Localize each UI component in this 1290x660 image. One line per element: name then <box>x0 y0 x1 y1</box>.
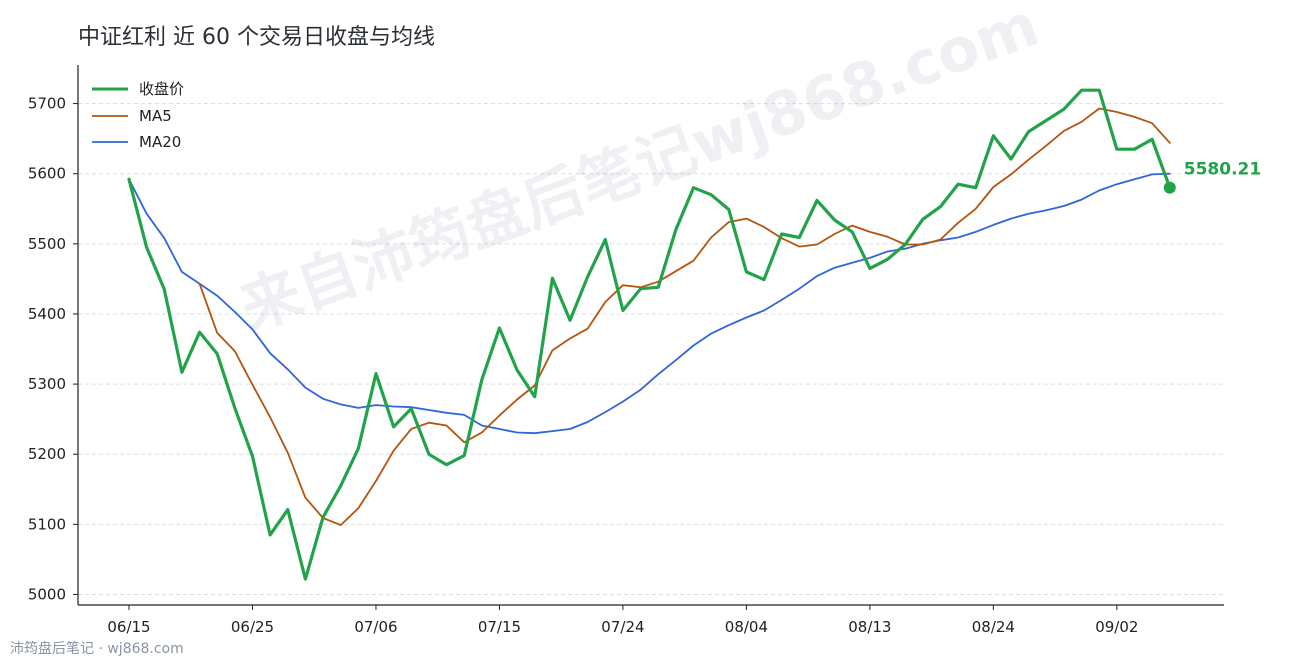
chart-title: 中证红利 近 60 个交易日收盘与均线 <box>78 25 435 50</box>
x-tick-label: 08/24 <box>972 618 1015 636</box>
y-tick-label: 5300 <box>28 375 66 393</box>
footer-credit: 沛筠盘后笔记 · wj868.com <box>10 640 184 657</box>
series-layer <box>127 88 1172 581</box>
legend: 收盘价 MA5 MA20 <box>92 80 184 151</box>
y-tick-label: 5700 <box>28 95 66 113</box>
x-tick-label: 08/13 <box>848 618 891 636</box>
legend-label-ma20: MA20 <box>139 133 181 151</box>
last-value-marker: 5580.21 <box>1163 160 1261 194</box>
y-tick-label: 5000 <box>28 585 66 603</box>
ma20-line <box>128 172 1171 435</box>
legend-label-ma5: MA5 <box>139 107 172 125</box>
last-close-dot <box>1163 181 1176 194</box>
x-tick-label: 08/04 <box>725 618 768 636</box>
y-tick-label: 5500 <box>28 235 66 253</box>
close-price-line <box>127 88 1172 581</box>
x-tick-label: 06/15 <box>107 618 150 636</box>
x-tick-label: 07/06 <box>354 618 397 636</box>
last-close-label: 5580.21 <box>1184 160 1261 180</box>
x-tick-label: 06/25 <box>231 618 274 636</box>
x-tick-label: 07/24 <box>601 618 644 636</box>
legend-label-close: 收盘价 <box>139 80 184 98</box>
y-ticks: 5000 5100 5200 5300 5400 5500 5600 5700 <box>28 95 78 603</box>
axes <box>77 65 1224 606</box>
y-tick-label: 5200 <box>28 445 66 463</box>
y-tick-label: 5600 <box>28 165 66 183</box>
x-ticks: 06/15 06/25 07/06 07/15 07/24 08/04 08/13 08/24… <box>107 605 1138 636</box>
x-tick-label: 07/15 <box>478 618 521 636</box>
y-tick-label: 5100 <box>28 515 66 533</box>
ma5-line <box>198 107 1171 526</box>
y-tick-label: 5400 <box>28 305 66 323</box>
x-tick-label: 09/02 <box>1095 618 1138 636</box>
